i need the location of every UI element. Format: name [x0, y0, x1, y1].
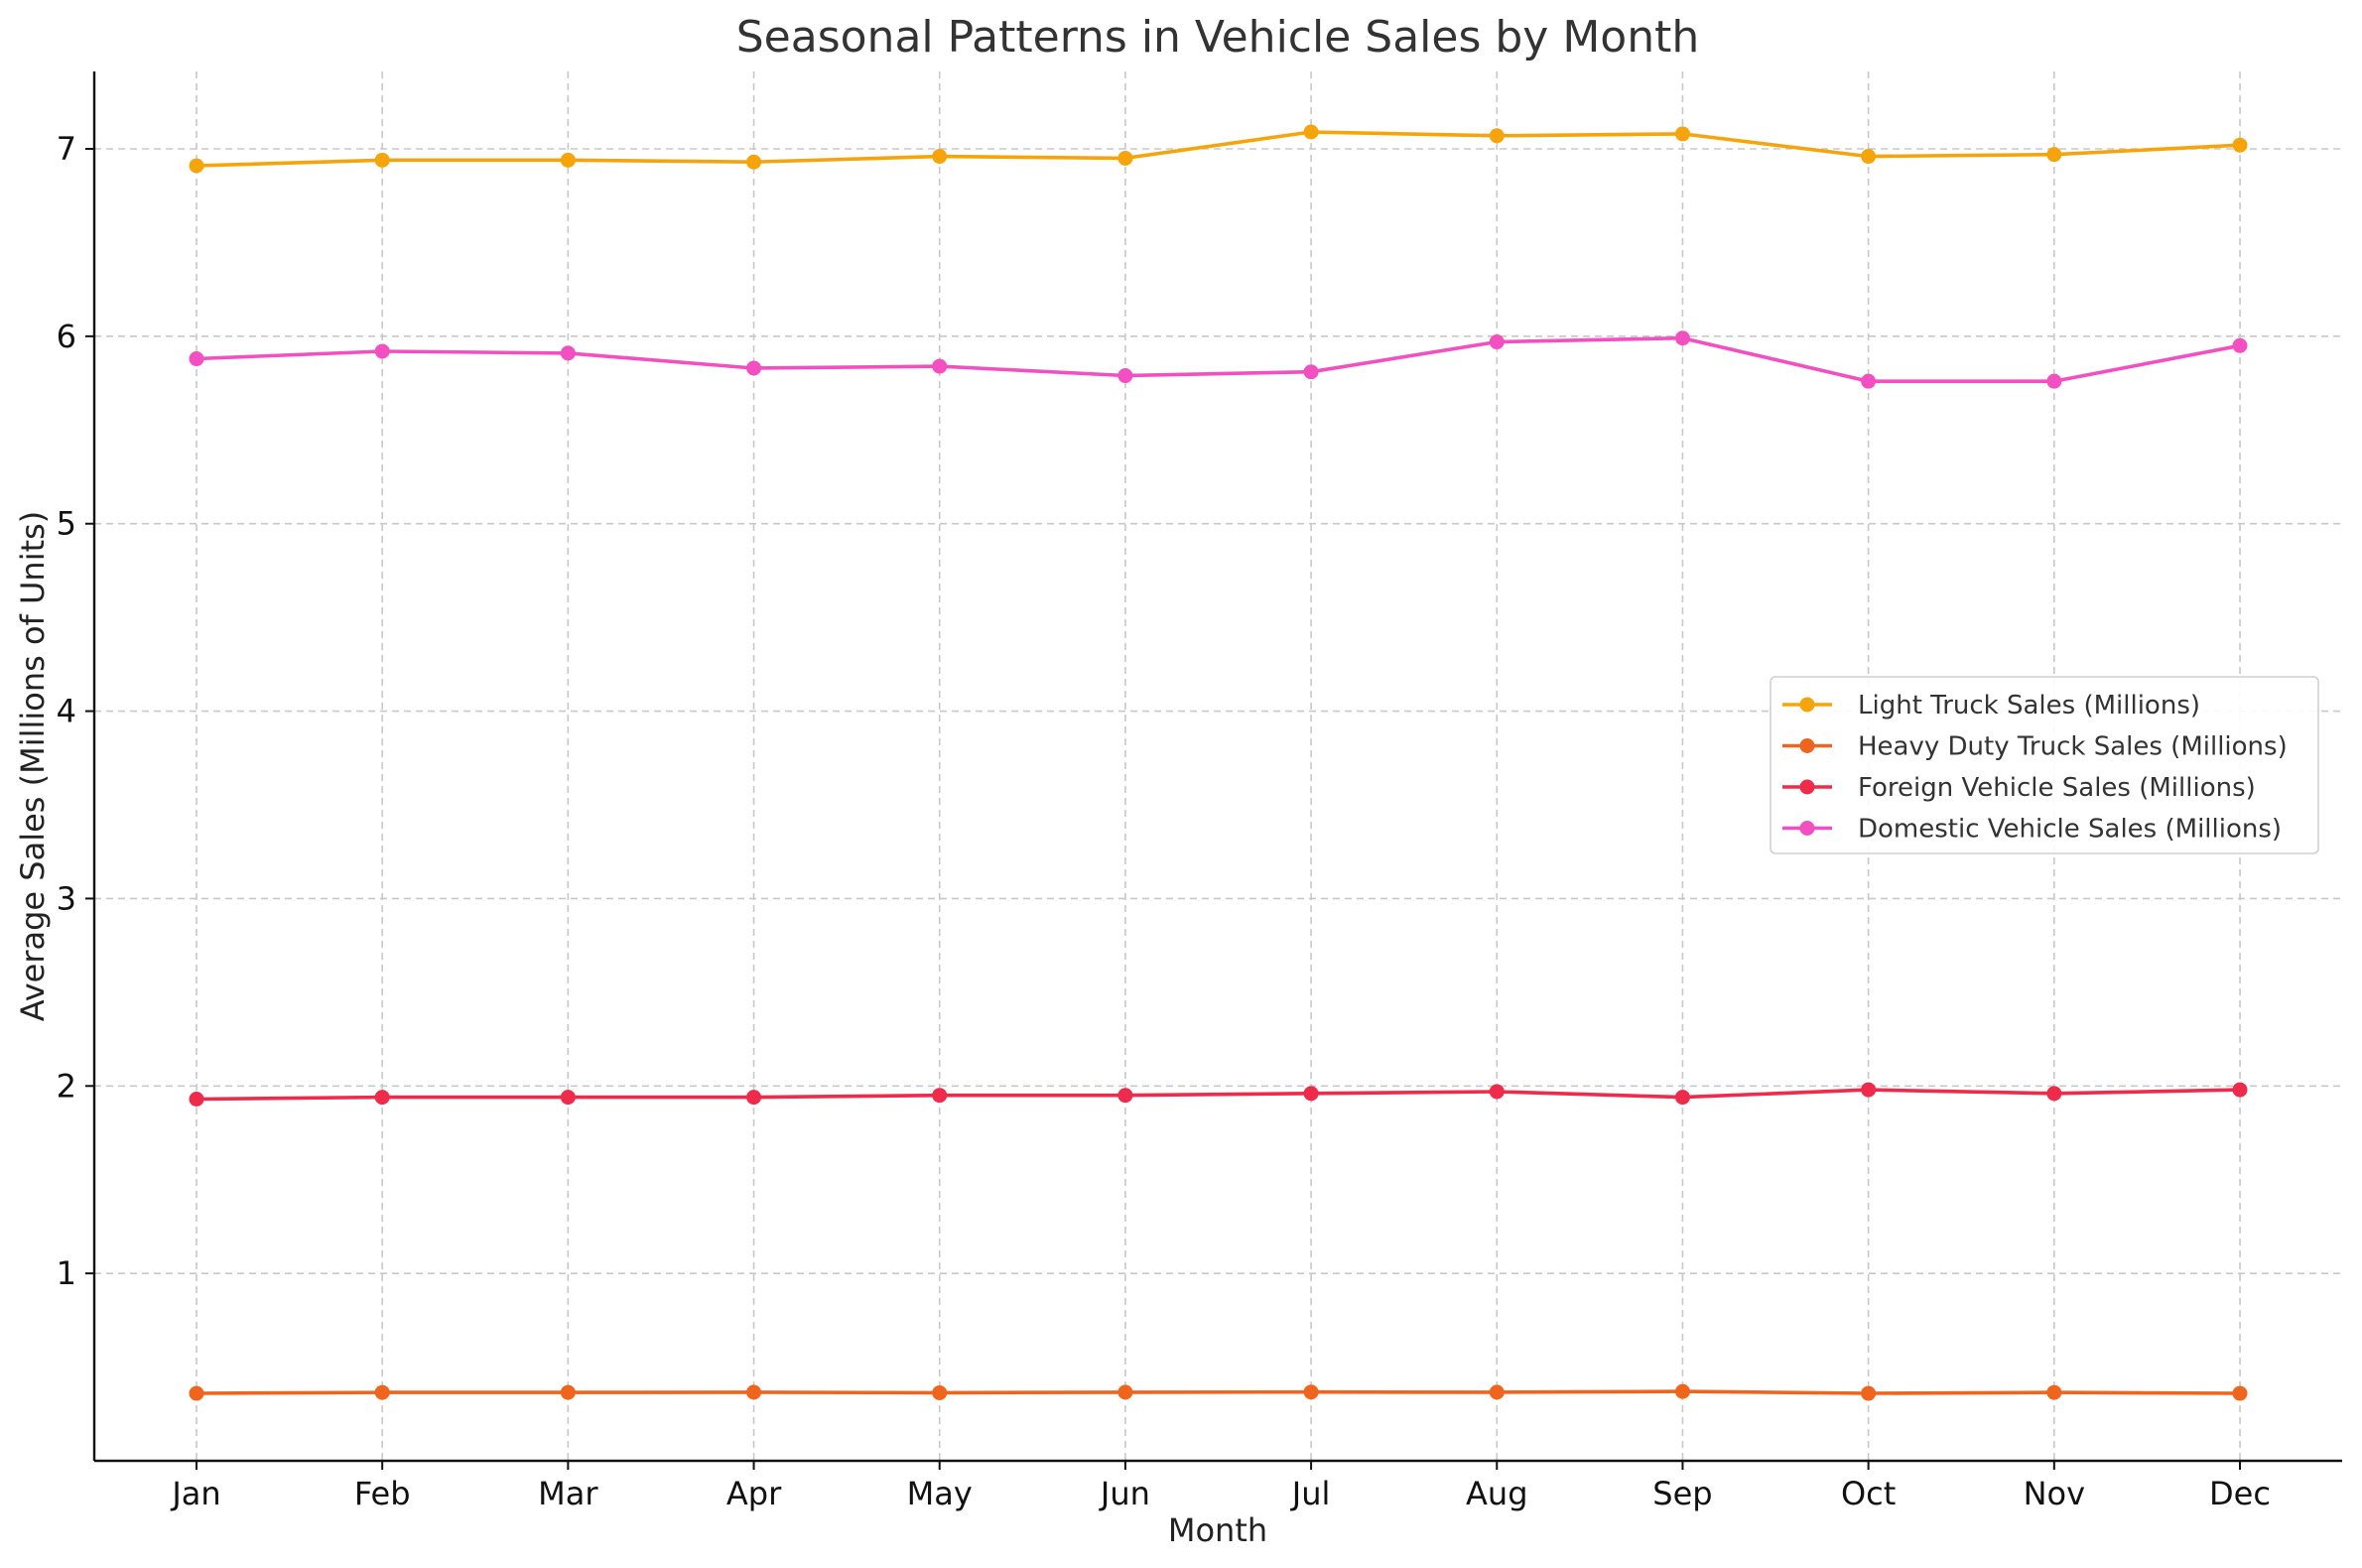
data-point [932, 1088, 948, 1104]
x-tick-label: Jan [170, 1475, 220, 1512]
legend-box [1770, 676, 2319, 854]
legend-entry: Foreign Vehicle Sales (Millions) [1782, 773, 2256, 803]
data-point [1674, 330, 1690, 346]
data-point [932, 358, 948, 374]
data-point [560, 152, 576, 168]
series-line [195, 130, 2242, 168]
legend-label: Foreign Vehicle Sales (Millions) [1858, 773, 2256, 803]
data-point [932, 1384, 948, 1400]
legend-label: Light Truck Sales (Millions) [1858, 691, 2200, 720]
x-tick-label: Jul [1290, 1475, 1331, 1512]
data-point [1303, 124, 1319, 140]
x-tick-label: Oct [1841, 1475, 1896, 1512]
y-tick-label: 4 [57, 693, 76, 730]
data-point [189, 158, 204, 174]
data-point [374, 343, 390, 359]
data-point [1489, 128, 1505, 144]
data-point [1117, 150, 1133, 166]
chart-title: Seasonal Patterns in Vehicle Sales by Mo… [736, 12, 1699, 63]
data-point [560, 1384, 576, 1400]
data-point [2046, 1086, 2062, 1102]
legend-entry: Light Truck Sales (Millions) [1782, 691, 2200, 720]
grid [94, 71, 2342, 1461]
data-point [746, 1384, 762, 1400]
data-point [1303, 1384, 1319, 1400]
data-point [2046, 373, 2062, 389]
data-point [1861, 149, 1877, 165]
x-tick-label: Apr [726, 1475, 782, 1512]
data-point [189, 351, 204, 367]
data-point [1674, 1090, 1690, 1106]
data-point [1861, 373, 1877, 389]
data-point [560, 345, 576, 361]
series-foreign-vehicle-sales-millions [189, 1082, 2248, 1108]
series-heavy-duty-truck-sales-millions [189, 1383, 2248, 1401]
legend-entry: Heavy Duty Truck Sales (Millions) [1782, 732, 2288, 762]
x-tick-label: Jun [1099, 1475, 1150, 1512]
legend-marker [1799, 697, 1815, 713]
y-axis-label: Average Sales (Millions of Units) [14, 511, 52, 1022]
series-line [195, 1389, 2242, 1395]
x-tick-label: Mar [538, 1475, 598, 1512]
axes [92, 71, 2342, 1463]
x-tick-label: Feb [354, 1475, 411, 1512]
x-tick-label: May [907, 1475, 973, 1512]
series-light-truck-sales-millions [189, 124, 2248, 174]
data-point [1303, 364, 1319, 380]
x-tick-label: Nov [2024, 1475, 2085, 1512]
y-tick-label: 3 [57, 879, 76, 917]
data-point [1861, 1082, 1877, 1098]
x-tick-label: Sep [1652, 1475, 1712, 1512]
data-point [374, 1090, 390, 1106]
data-point [932, 149, 948, 165]
x-tick-label: Dec [2209, 1475, 2271, 1512]
data-point [746, 360, 762, 376]
data-point [2232, 137, 2248, 153]
data-point [1489, 1384, 1505, 1400]
data-point [1489, 334, 1505, 350]
data-point [1861, 1385, 1877, 1401]
legend-marker [1799, 779, 1815, 795]
data-point [1117, 1088, 1133, 1104]
legend-label: Heavy Duty Truck Sales (Millions) [1858, 732, 2288, 762]
series-line [195, 1088, 2242, 1102]
series-lines [189, 124, 2248, 1401]
y-tick-label: 1 [57, 1254, 76, 1292]
data-point [2232, 337, 2248, 353]
data-point [746, 1090, 762, 1106]
data-point [746, 154, 762, 170]
y-tick-label: 5 [57, 505, 76, 543]
legend: Light Truck Sales (Millions) Heavy Duty T… [1770, 676, 2319, 854]
legend-entry: Domestic Vehicle Sales (Millions) [1782, 815, 2282, 845]
data-point [189, 1092, 204, 1108]
data-point [374, 1384, 390, 1400]
data-point [1117, 368, 1133, 384]
data-point [1674, 126, 1690, 142]
data-point [2232, 1082, 2248, 1098]
data-point [1489, 1084, 1505, 1100]
data-point [2046, 1384, 2062, 1400]
data-point [2046, 147, 2062, 163]
x-axis-label: Month [1168, 1511, 1267, 1549]
legend-marker [1799, 821, 1815, 836]
legend-marker [1799, 738, 1815, 753]
data-point [560, 1090, 576, 1106]
series-domestic-vehicle-sales-millions [189, 330, 2248, 389]
data-point [374, 152, 390, 168]
ticks: Jan Feb Mar Apr May Jun Jul Aug Sep Oct Nov Dec 1 2 3 4… [57, 130, 2271, 1512]
data-point [1117, 1384, 1133, 1400]
x-tick-label: Aug [1466, 1475, 1527, 1512]
y-tick-label: 2 [57, 1067, 76, 1105]
data-point [2232, 1385, 2248, 1401]
data-point [1674, 1383, 1690, 1399]
data-point [189, 1385, 204, 1401]
data-point [1303, 1086, 1319, 1102]
y-tick-label: 7 [57, 130, 76, 168]
legend-label: Domestic Vehicle Sales (Millions) [1858, 815, 2282, 845]
y-tick-label: 6 [57, 318, 76, 355]
series-line [195, 335, 2242, 384]
